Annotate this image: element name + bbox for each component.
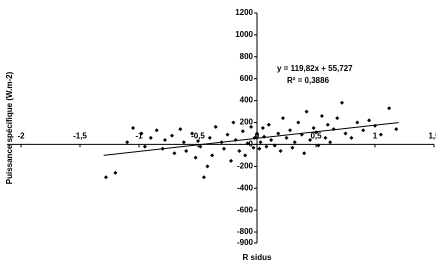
point: [139, 131, 144, 136]
x-tick-label: -0,5: [191, 132, 205, 141]
point: [243, 153, 248, 158]
y-tick-label: 1000: [235, 30, 253, 39]
point: [131, 126, 136, 130]
y-tick-label: -800: [237, 227, 254, 236]
point: [103, 175, 108, 180]
point: [394, 127, 399, 132]
point: [260, 126, 265, 130]
point: [276, 131, 281, 136]
point: [349, 135, 354, 140]
point: [210, 153, 215, 158]
point: [213, 124, 218, 129]
point: [290, 145, 295, 150]
y-tick-label: 400: [240, 96, 254, 105]
point: [323, 135, 328, 140]
point: [184, 149, 189, 153]
point: [284, 135, 289, 140]
y-axis-title: Puissance spécifique (W.m-2): [5, 71, 14, 184]
x-tick-label: -2: [17, 132, 25, 141]
point: [292, 140, 297, 145]
point: [325, 122, 330, 127]
point: [240, 129, 245, 134]
point: [162, 138, 167, 143]
point: [245, 141, 250, 146]
point: [231, 120, 236, 125]
point: [148, 135, 153, 140]
point: [319, 113, 324, 118]
y-tick-label: 600: [240, 74, 254, 83]
point: [278, 149, 283, 153]
point: [172, 151, 177, 156]
point: [361, 128, 366, 133]
point: [181, 140, 186, 145]
x-tick-label: 0: [255, 132, 260, 141]
point: [296, 120, 301, 125]
point: [170, 133, 175, 138]
point: [205, 164, 210, 169]
point: [378, 132, 383, 137]
point: [154, 128, 159, 133]
point: [308, 138, 313, 143]
point: [225, 132, 230, 137]
point: [335, 116, 340, 121]
point: [280, 116, 285, 121]
point: [221, 146, 226, 151]
point: [198, 144, 203, 149]
trendline: [103, 122, 399, 156]
y-tick-label: -400: [237, 183, 254, 192]
point: [387, 106, 392, 111]
point: [125, 140, 130, 145]
point: [339, 100, 344, 105]
point: [249, 124, 254, 129]
y-tick-label: -900: [237, 238, 254, 247]
point: [331, 127, 336, 132]
trend-equation: y = 119,82x + 55,727: [277, 64, 353, 73]
point: [343, 131, 348, 136]
point: [311, 126, 316, 130]
point: [355, 120, 360, 125]
point: [264, 144, 269, 149]
point: [269, 138, 274, 143]
y-tick-label: -200: [237, 161, 254, 170]
y-tick-label: 200: [240, 118, 254, 127]
point: [258, 140, 263, 145]
point: [316, 143, 321, 148]
point: [201, 175, 206, 180]
y-tick-label: -600: [237, 205, 254, 214]
point: [229, 158, 234, 163]
x-tick-label: 1: [373, 132, 378, 141]
point: [302, 151, 307, 156]
point: [113, 170, 118, 175]
point: [304, 109, 309, 114]
point: [196, 139, 200, 144]
point: [266, 122, 271, 127]
y-tick-label: 800: [240, 52, 254, 61]
point: [257, 146, 262, 151]
x-tick-label: -1: [135, 132, 143, 141]
y-tick-label: 1200: [235, 8, 253, 17]
point: [193, 155, 198, 160]
point: [328, 140, 333, 145]
point: [288, 128, 293, 133]
x-axis-title: R sidus: [243, 253, 272, 262]
x-tick-label: 0,5: [310, 132, 322, 141]
point: [367, 118, 372, 123]
point: [255, 131, 259, 136]
point: [272, 143, 277, 148]
point: [190, 131, 195, 136]
trend-r2: R² = 0,3886: [287, 76, 330, 85]
x-tick-label: -1,5: [73, 132, 87, 141]
point: [251, 145, 256, 150]
y-tick-label: 0: [249, 140, 254, 149]
point: [237, 149, 242, 153]
point: [207, 135, 212, 140]
point: [178, 127, 183, 132]
point: [142, 144, 147, 149]
x-tick-label: 1,5: [428, 132, 436, 141]
